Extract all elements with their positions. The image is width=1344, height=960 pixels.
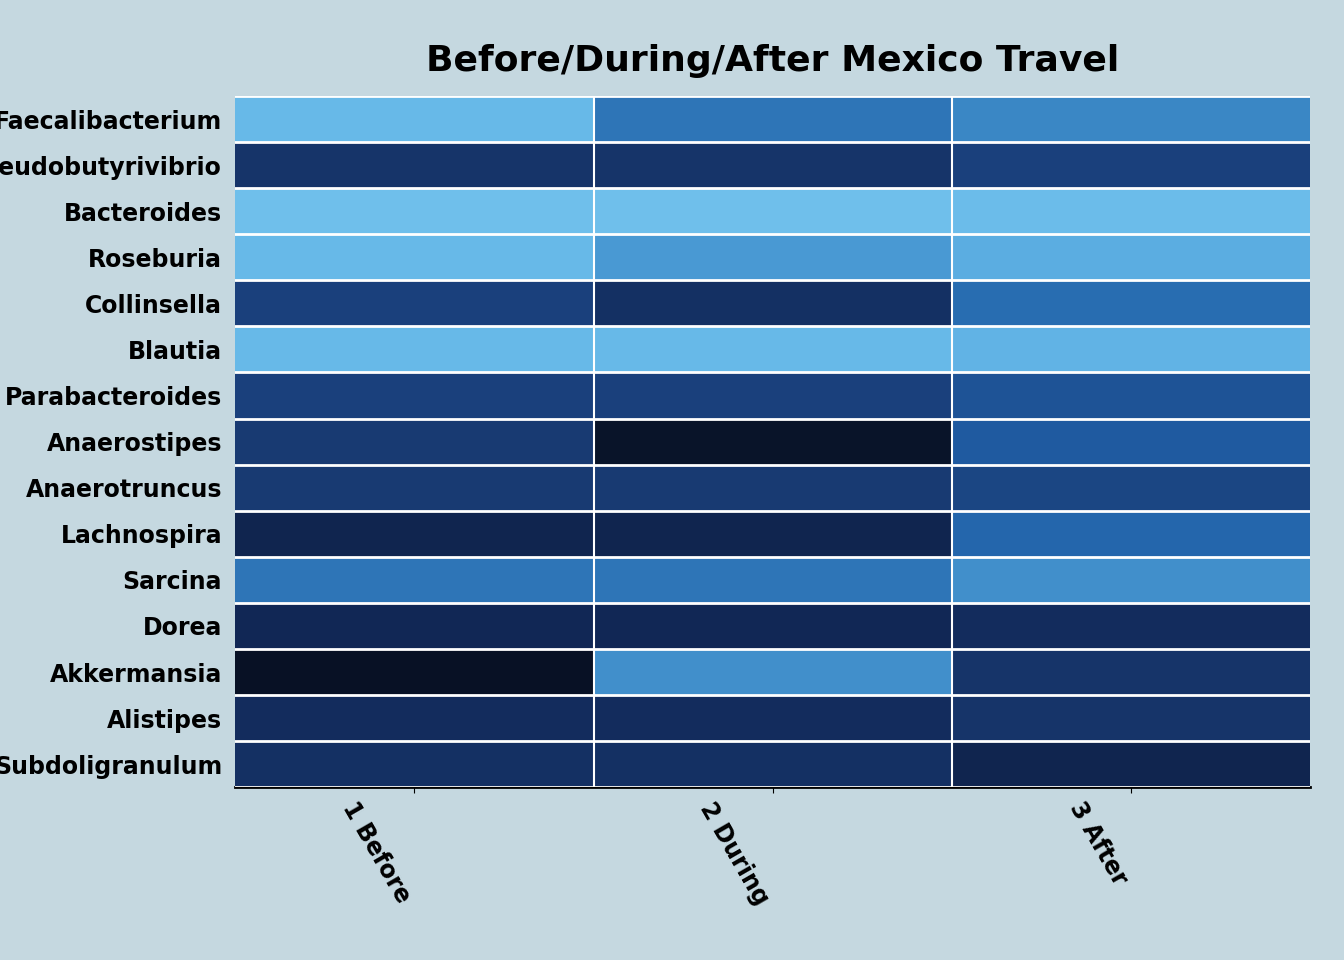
Bar (952, 280, 1310, 326)
Bar (594, 326, 952, 372)
Bar (235, 142, 594, 188)
Title: Before/During/After Mexico Travel: Before/During/After Mexico Travel (426, 44, 1120, 78)
Bar (594, 465, 952, 511)
Bar (952, 695, 1310, 741)
Bar (594, 280, 952, 326)
Bar (594, 695, 952, 741)
Bar (235, 465, 594, 511)
Bar (594, 234, 952, 280)
Bar (952, 557, 1310, 603)
Bar (235, 188, 594, 234)
Bar (952, 188, 1310, 234)
Bar (235, 419, 594, 465)
Bar (235, 234, 594, 280)
Bar (952, 465, 1310, 511)
Bar (235, 511, 594, 557)
Bar (235, 557, 594, 603)
Bar (235, 695, 594, 741)
Bar (952, 372, 1310, 419)
Bar (594, 188, 952, 234)
Bar (952, 649, 1310, 695)
Bar (952, 419, 1310, 465)
Bar (235, 372, 594, 419)
Bar (952, 326, 1310, 372)
Bar (952, 234, 1310, 280)
Bar (594, 649, 952, 695)
Bar (594, 741, 952, 787)
Bar (235, 741, 594, 787)
Bar (594, 603, 952, 649)
Bar (594, 557, 952, 603)
Bar (594, 419, 952, 465)
Bar (952, 142, 1310, 188)
Bar (952, 603, 1310, 649)
Bar (235, 603, 594, 649)
Bar (594, 142, 952, 188)
Bar (594, 96, 952, 142)
Bar (235, 649, 594, 695)
Bar (235, 326, 594, 372)
Bar (952, 96, 1310, 142)
Bar (952, 511, 1310, 557)
Bar (235, 96, 594, 142)
Bar (235, 280, 594, 326)
Bar (594, 511, 952, 557)
Bar (594, 372, 952, 419)
Bar (952, 741, 1310, 787)
